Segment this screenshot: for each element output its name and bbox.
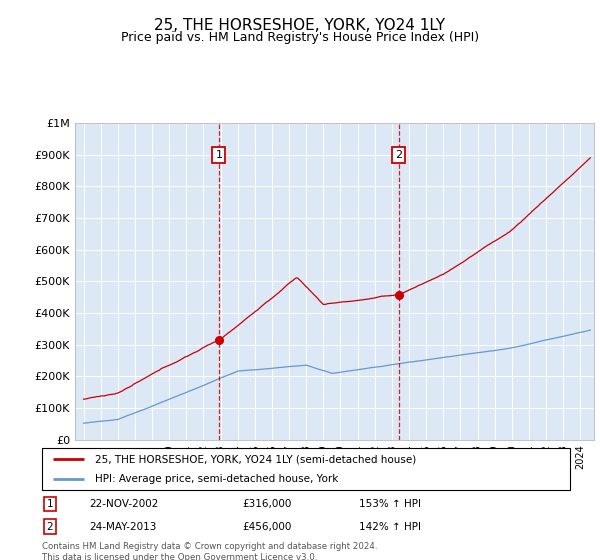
Text: 142% ↑ HPI: 142% ↑ HPI	[359, 522, 421, 532]
Text: HPI: Average price, semi-detached house, York: HPI: Average price, semi-detached house,…	[95, 474, 338, 484]
FancyBboxPatch shape	[42, 448, 570, 490]
Text: Price paid vs. HM Land Registry's House Price Index (HPI): Price paid vs. HM Land Registry's House …	[121, 31, 479, 44]
Text: £316,000: £316,000	[242, 499, 292, 509]
Text: 25, THE HORSESHOE, YORK, YO24 1LY (semi-detached house): 25, THE HORSESHOE, YORK, YO24 1LY (semi-…	[95, 454, 416, 464]
Text: 22-NOV-2002: 22-NOV-2002	[89, 499, 159, 509]
Text: 2: 2	[47, 522, 53, 532]
Text: £456,000: £456,000	[242, 522, 292, 532]
Text: 25, THE HORSESHOE, YORK, YO24 1LY: 25, THE HORSESHOE, YORK, YO24 1LY	[154, 18, 446, 33]
Text: 2: 2	[395, 150, 402, 160]
Text: Contains HM Land Registry data © Crown copyright and database right 2024.
This d: Contains HM Land Registry data © Crown c…	[42, 542, 377, 560]
Text: 24-MAY-2013: 24-MAY-2013	[89, 522, 157, 532]
Text: 1: 1	[215, 150, 223, 160]
Text: 1: 1	[47, 499, 53, 509]
Text: 153% ↑ HPI: 153% ↑ HPI	[359, 499, 421, 509]
